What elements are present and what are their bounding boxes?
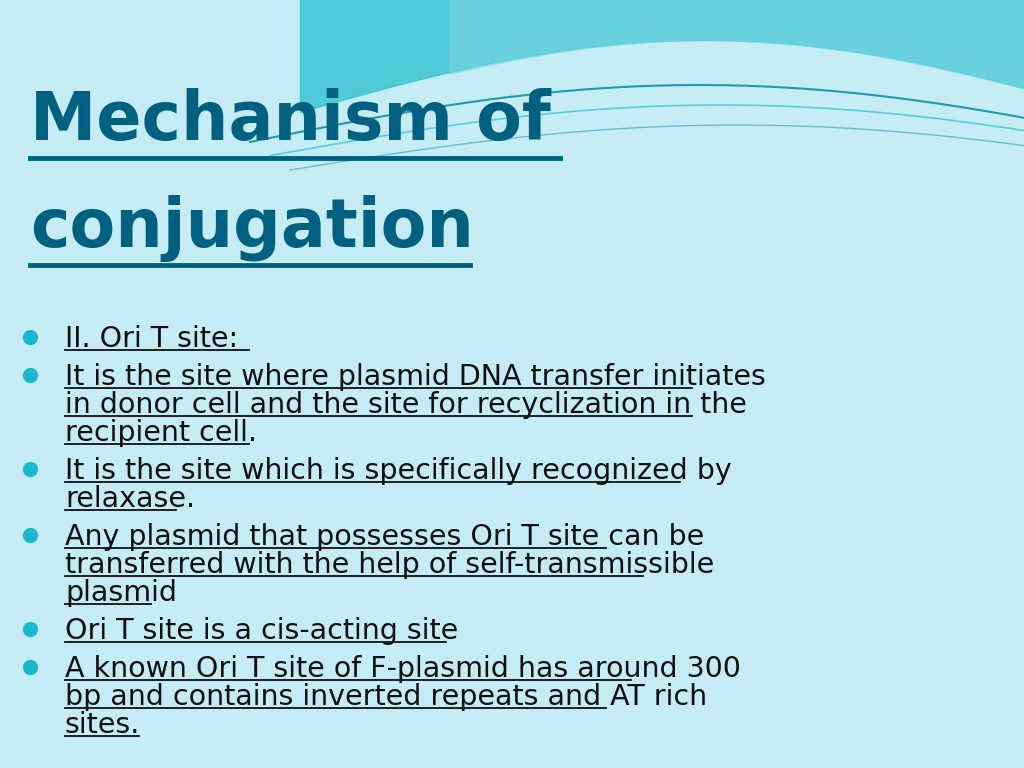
Text: sites.: sites.: [65, 711, 140, 739]
Text: Mechanism of: Mechanism of: [30, 88, 551, 154]
Text: plasmid: plasmid: [65, 579, 177, 607]
Text: relaxase.: relaxase.: [65, 485, 196, 513]
Text: bp and contains inverted repeats and AT rich: bp and contains inverted repeats and AT …: [65, 683, 708, 711]
Text: A known Ori T site of F-plasmid has around 300: A known Ori T site of F-plasmid has arou…: [65, 655, 741, 683]
Text: conjugation: conjugation: [30, 195, 474, 262]
Text: It is the site which is specifically recognized by: It is the site which is specifically rec…: [65, 457, 732, 485]
Text: transferred with the help of self-transmissible: transferred with the help of self-transm…: [65, 551, 715, 579]
Text: in donor cell and the site for recyclization in the: in donor cell and the site for recycliza…: [65, 391, 746, 419]
Text: II. Ori T site:: II. Ori T site:: [65, 325, 239, 353]
Text: Any plasmid that possesses Ori T site can be: Any plasmid that possesses Ori T site ca…: [65, 523, 705, 551]
Text: Ori T site is a cis-acting site: Ori T site is a cis-acting site: [65, 617, 459, 645]
Text: recipient cell.: recipient cell.: [65, 419, 257, 447]
Text: It is the site where plasmid DNA transfer initiates: It is the site where plasmid DNA transfe…: [65, 363, 766, 391]
